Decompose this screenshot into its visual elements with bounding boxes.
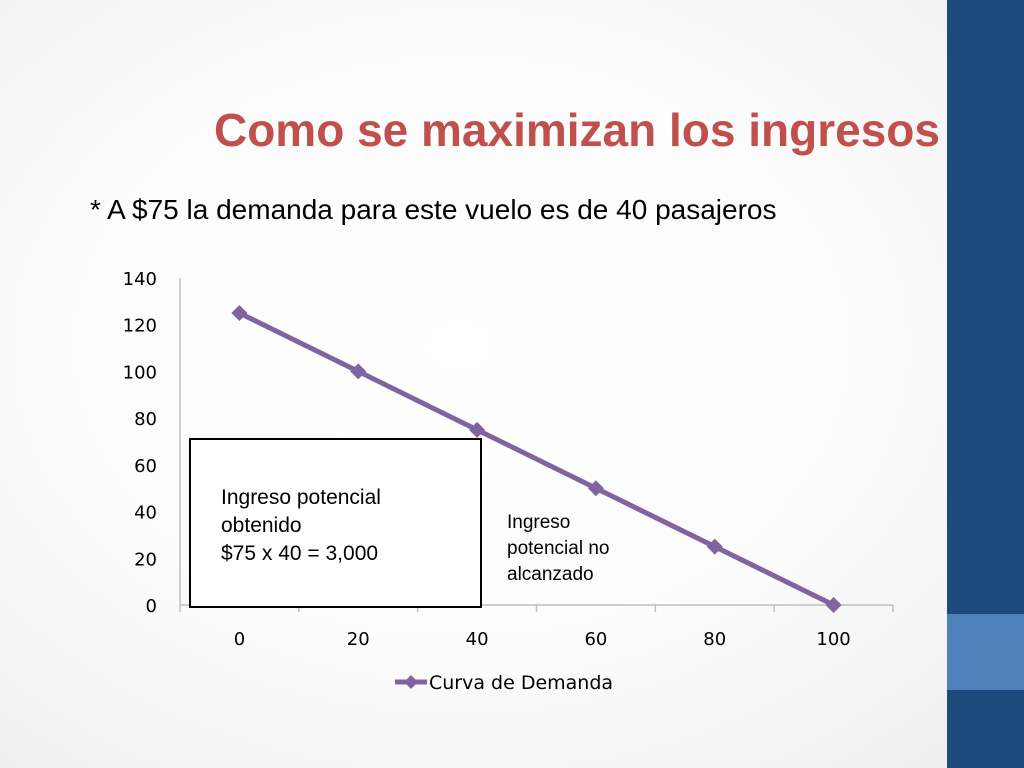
revenue-missed-callout: Ingreso potencial no alcanzado xyxy=(507,512,610,585)
y-tick-label: 40 xyxy=(134,503,157,524)
x-tick-label: 40 xyxy=(466,629,489,650)
revenue-obtained-callout: Ingreso potencial obtenido $75 x 40 = 3,… xyxy=(189,438,482,608)
x-tick-label: 20 xyxy=(347,629,370,650)
demand-series-line xyxy=(236,310,837,608)
side-accent-block xyxy=(947,614,1024,690)
legend-label: Curva de Demanda xyxy=(429,672,613,694)
demand-data-point xyxy=(350,363,367,380)
y-tick-label: 20 xyxy=(134,549,157,570)
y-tick-label: 100 xyxy=(123,362,157,383)
legend-marker xyxy=(404,675,418,689)
slide-subtitle: * A $75 la demanda para este vuelo es de… xyxy=(90,194,777,225)
demand-data-point xyxy=(231,305,248,322)
y-tick-label: 120 xyxy=(123,316,157,337)
x-tick-label: 100 xyxy=(816,629,850,650)
slide-title: Como se maximizan los ingresos xyxy=(213,104,940,156)
demand-chart: 0 20 40 60 80 100 120 140 0 20 40 60 80 100 Curva de D… xyxy=(123,269,894,694)
y-tick-label: 60 xyxy=(134,456,157,477)
y-tick-label: 140 xyxy=(123,269,157,290)
y-tick-label: 80 xyxy=(134,409,157,430)
demand-data-point xyxy=(825,597,842,613)
demand-data-point xyxy=(469,421,486,438)
x-tick-label: 80 xyxy=(703,629,726,650)
y-tick-label: 0 xyxy=(146,596,157,617)
demand-data-point xyxy=(706,538,723,555)
demand-data-point xyxy=(587,480,604,497)
x-tick-label: 0 xyxy=(234,629,245,650)
x-tick-label: 60 xyxy=(584,629,607,650)
